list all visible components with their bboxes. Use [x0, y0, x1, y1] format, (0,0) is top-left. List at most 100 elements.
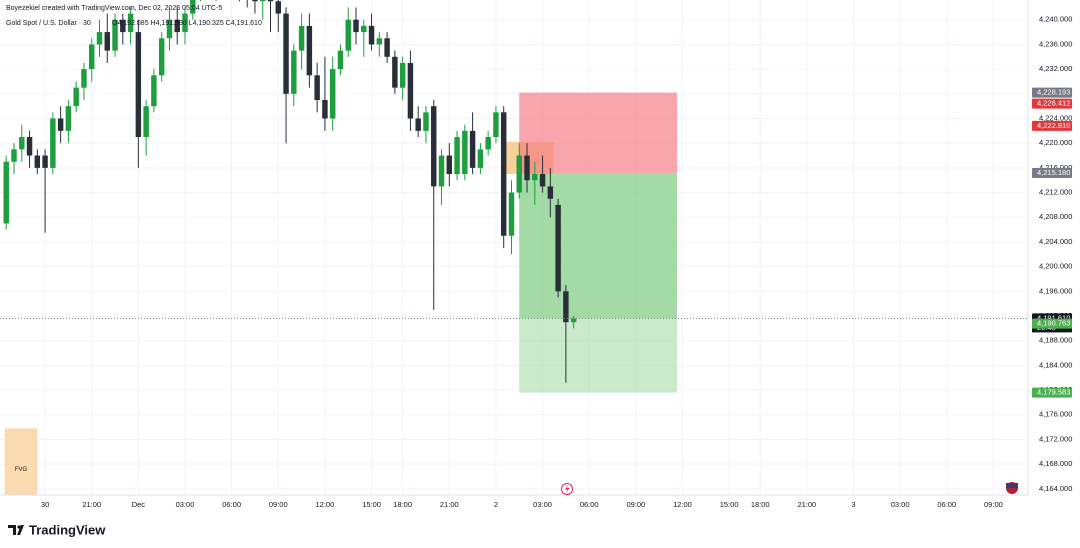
candle-body [283, 13, 289, 94]
price-tag [1032, 120, 1072, 131]
x-tick-label: 2 [494, 500, 498, 509]
price-tag-label: 4,228.193 [1037, 88, 1070, 97]
candle-body [539, 174, 546, 187]
price-tag [1032, 98, 1072, 109]
x-tick-label: 09:00 [626, 500, 645, 509]
zone [4, 428, 38, 495]
candle-body [127, 13, 134, 33]
x-tick-label: 03:00 [176, 500, 195, 509]
symbol: Gold Spot / U.S. Dollar · 30 [6, 20, 91, 27]
candle-body [252, 0, 258, 2]
price-tag [1032, 167, 1072, 178]
y-tick-label: 4,236.000 [1039, 39, 1072, 48]
candle-body [469, 130, 476, 168]
target-zone [519, 318, 678, 393]
candle-body [314, 75, 320, 100]
x-tick-label: 12:00 [316, 500, 335, 509]
candle-body [291, 50, 297, 94]
y-tick-label: 4,172.000 [1039, 434, 1072, 443]
candle-body [65, 106, 72, 131]
candle-body [446, 155, 453, 175]
candle-body [112, 19, 118, 51]
candle-body [508, 192, 515, 236]
candle-body [143, 106, 149, 138]
candle-body [329, 69, 336, 119]
y-tick-label: 4,240.000 [1039, 15, 1072, 24]
candle-body [151, 75, 157, 107]
logo-mark [8, 525, 24, 535]
stop-zone [519, 92, 678, 173]
candle-body [34, 155, 41, 168]
logo [8, 525, 24, 535]
y-tick-label: 4,188.000 [1039, 336, 1072, 345]
candle-body [298, 25, 305, 51]
candle-body [158, 38, 165, 76]
candle-body [493, 112, 499, 138]
candle-body [407, 62, 414, 119]
x-tick-label: 03:00 [891, 500, 910, 509]
candle-body [345, 19, 351, 51]
x-tick-label: 06:00 [222, 500, 241, 509]
candle-body [42, 155, 48, 168]
candle-body [135, 32, 142, 138]
x-tick-label: 3 [851, 500, 855, 509]
candle-body [11, 149, 17, 162]
candle-body [563, 291, 569, 323]
y-tick-label: 4,204.000 [1039, 237, 1072, 246]
price-tag-label: 4,191.610 [1037, 313, 1070, 322]
price-tag [1032, 387, 1072, 398]
candle-body [337, 50, 344, 70]
y-tick-label: 4,220.000 [1039, 138, 1072, 147]
candle-body [275, 1, 281, 14]
candle-body [26, 137, 33, 156]
candle-body [462, 130, 468, 175]
y-tick-label: 4,196.000 [1039, 286, 1072, 295]
candle-body [555, 204, 561, 292]
logo-dot [17, 525, 21, 529]
candle-body [120, 19, 126, 33]
candle-body [104, 32, 110, 51]
candle-body [368, 25, 375, 45]
candle-body [353, 19, 359, 33]
y-tick-label: 4,184.000 [1039, 360, 1072, 369]
candle-body [431, 106, 437, 187]
x-tick-label: 21:00 [440, 500, 459, 509]
y-tick-label: 4,176.000 [1039, 410, 1072, 419]
candle-body [73, 87, 79, 107]
y-tick-label: 4,224.000 [1039, 113, 1072, 122]
candle-body [570, 318, 577, 323]
x-tick-label: 12:00 [673, 500, 692, 509]
candle-body [322, 99, 328, 119]
y-tick-label: 4,212.000 [1039, 188, 1072, 197]
candle-body [19, 137, 25, 150]
candle-body [89, 44, 95, 70]
x-tick-label: 06:00 [937, 500, 956, 509]
y-tick-label: 4,200.000 [1039, 262, 1072, 271]
candle-body [96, 32, 103, 45]
ohlc: O4,192.085 H4,191.530 L4,190.325 C4,191.… [112, 20, 262, 27]
candle-body [399, 62, 406, 88]
y-tick-label: 4,168.000 [1039, 459, 1072, 468]
candle-body [485, 137, 491, 150]
candle-body [306, 25, 313, 76]
zone-label: FVG [15, 467, 28, 473]
x-tick-label: 09:00 [984, 500, 1003, 509]
profit-zone [519, 172, 678, 319]
x-tick-label: 21:00 [82, 500, 101, 509]
x-tick-label: 15:00 [362, 500, 381, 509]
candle-body [182, 13, 188, 33]
x-tick-label: 09:00 [269, 500, 288, 509]
candle-body [260, 0, 266, 2]
flag-canton [1006, 483, 1018, 488]
price-tag-label: 4,222.810 [1037, 121, 1070, 130]
candle-body [376, 38, 383, 45]
price-tag-label: 4,179.583 [1037, 388, 1070, 397]
candle-body [267, 0, 274, 2]
candle-body [500, 112, 507, 236]
candle-body [361, 25, 367, 33]
price-tag-label: 4,190.763 [1037, 319, 1070, 328]
x-tick-label: Dec [132, 500, 146, 509]
candle-body [190, 0, 196, 14]
x-tick-label: 21:00 [797, 500, 816, 509]
